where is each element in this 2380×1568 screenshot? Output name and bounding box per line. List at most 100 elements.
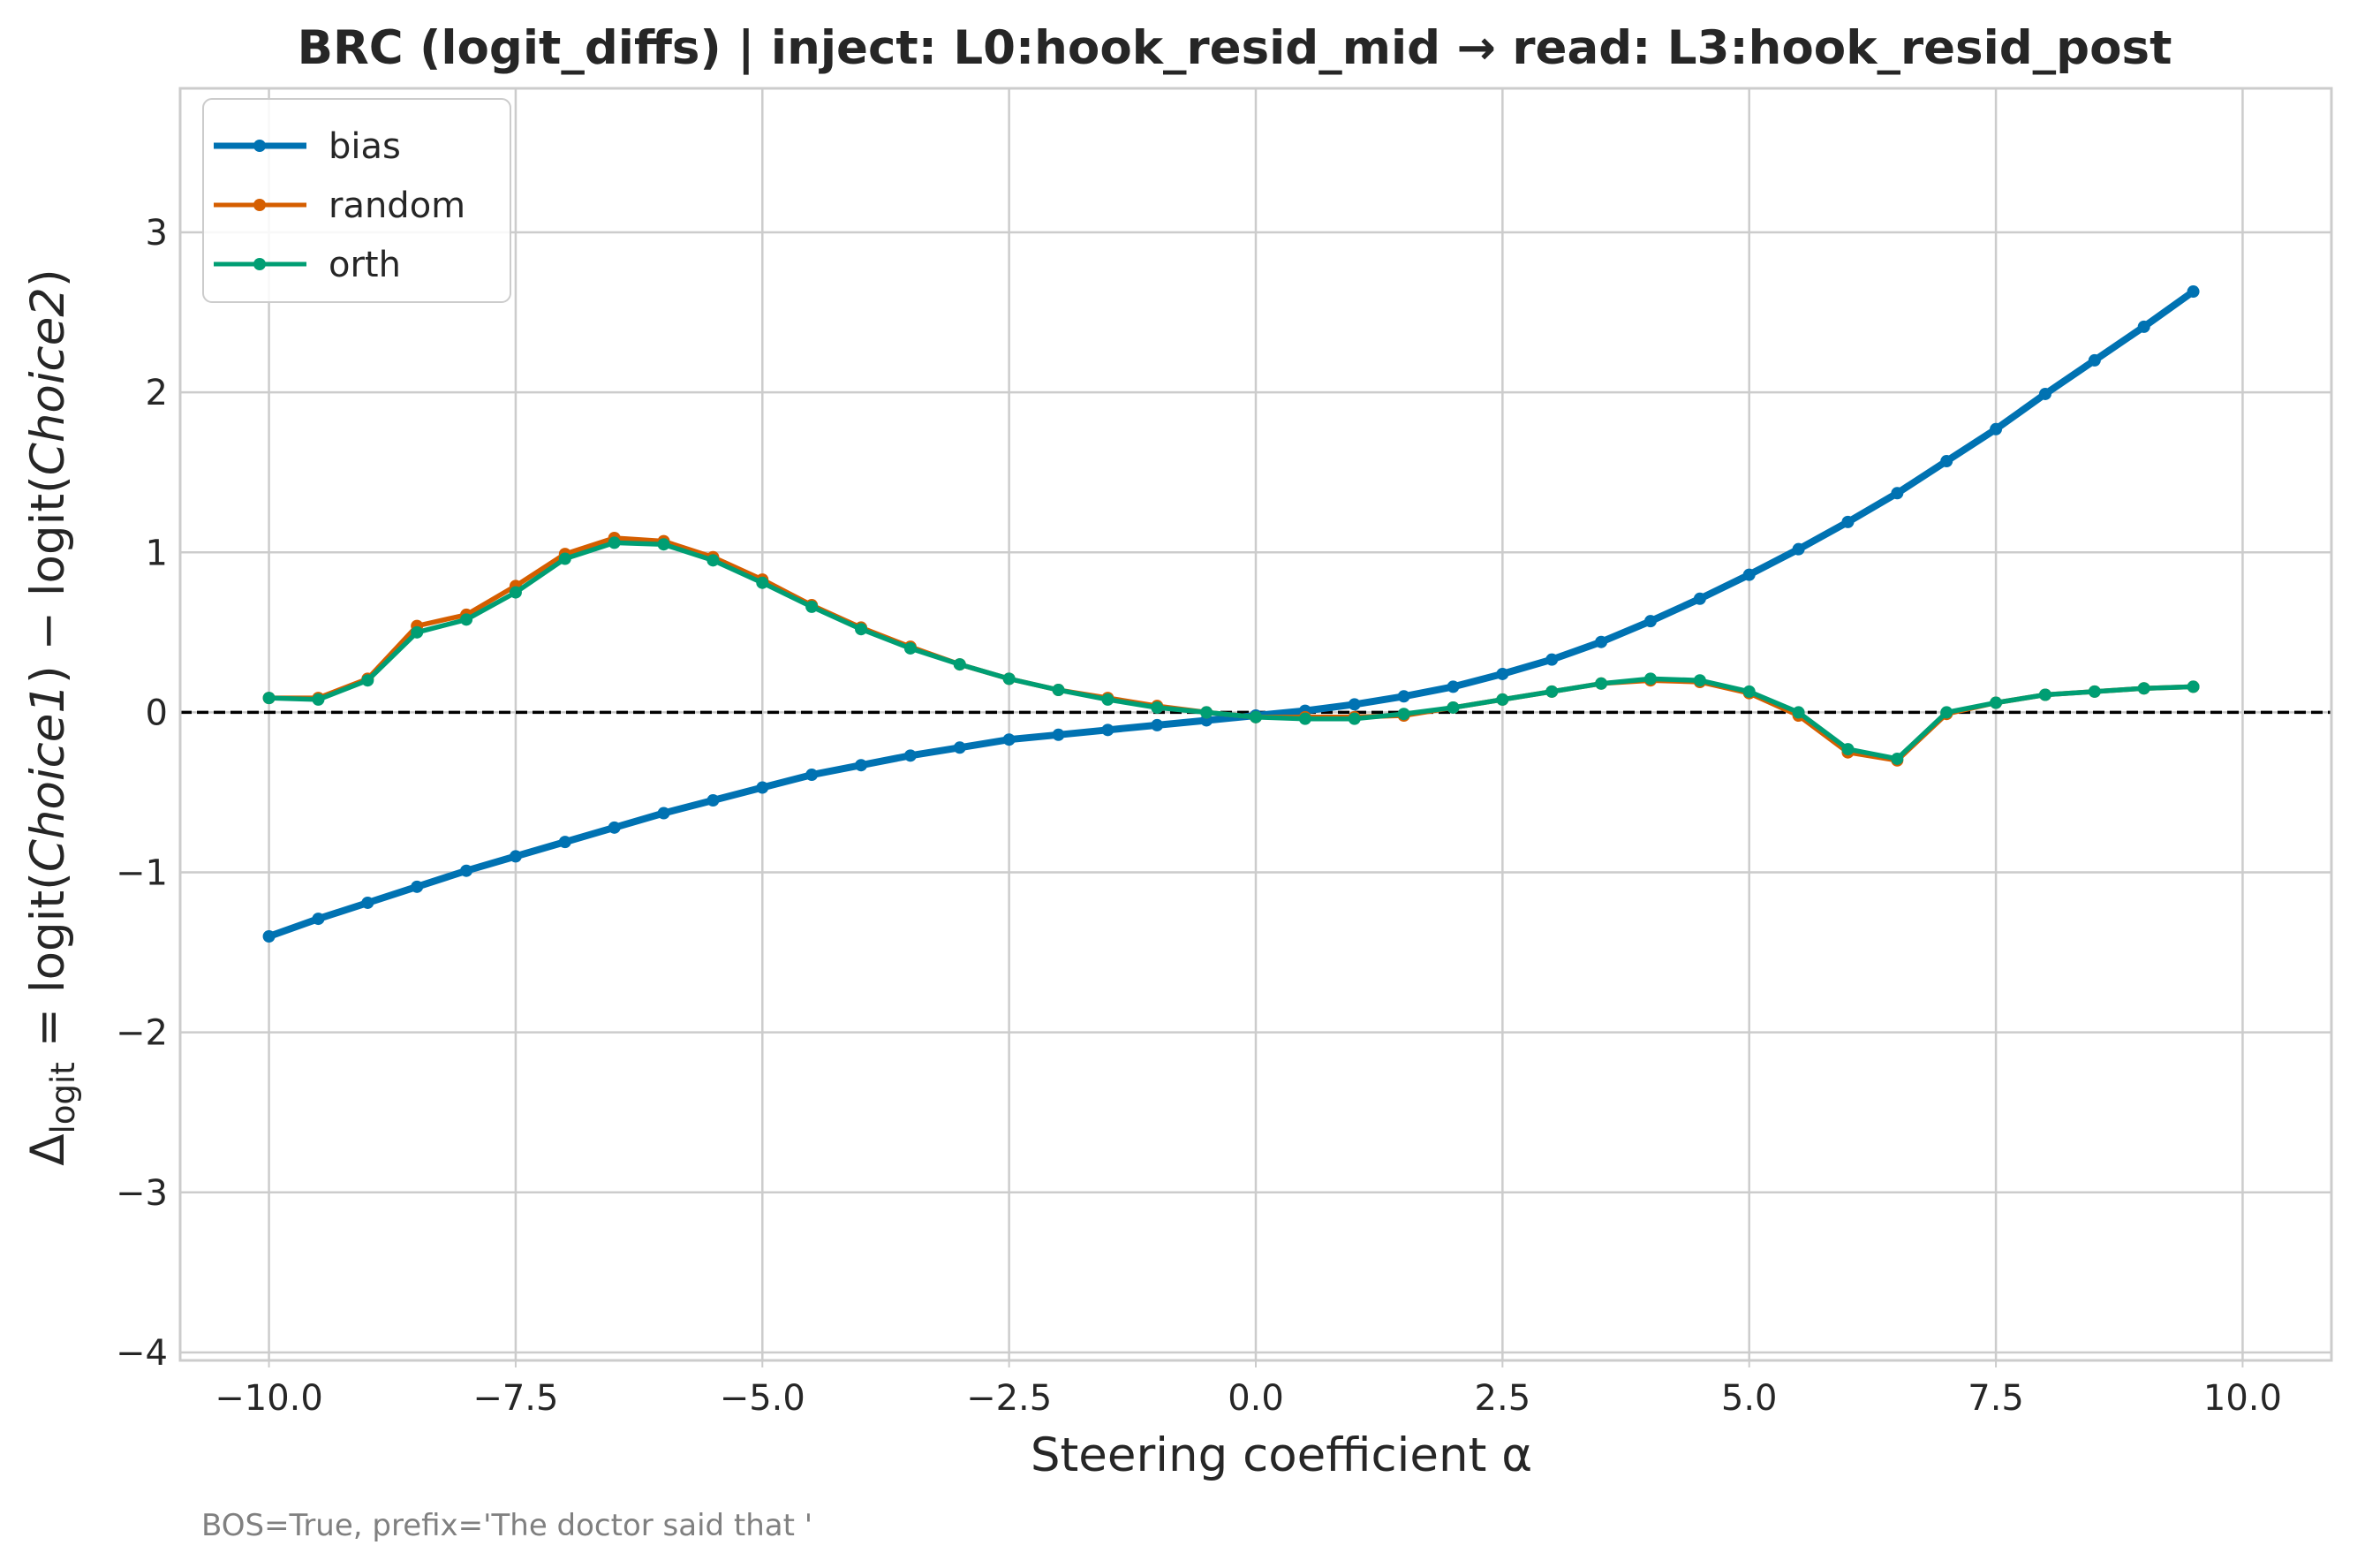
y-label-term1: Choice1 [21,684,75,872]
y-tick-label: 0 [146,693,168,733]
data-point-orth [1643,672,1657,686]
data-point-orth [262,692,276,705]
data-point-orth [1792,706,1805,719]
data-point-bias [558,836,571,849]
x-axis-ticks: −10.0 −7.5 −5.0 −2.5 0.0 2.5 5.0 7.5 10.0 [215,1360,2282,1419]
data-point-orth [1151,701,1164,714]
data-point-bias [805,769,819,782]
legend-label-bias: bias [329,126,401,167]
data-point-orth [756,576,769,589]
data-point-bias [953,741,966,754]
data-point-orth [1891,752,1904,765]
data-point-bias [1397,690,1410,703]
legend-label-orth: orth [329,245,401,285]
legend-entry-random: random [214,186,465,226]
data-point-orth [1595,677,1608,690]
legend-label-random: random [329,186,465,226]
data-point-bias [1348,698,1361,711]
y-tick-label: −2 [116,1013,168,1054]
data-point-orth [460,613,473,626]
data-point-bias [608,821,621,834]
data-point-bias [1940,455,1953,468]
series-line-bias [265,288,2197,940]
data-point-orth [1250,710,1262,723]
data-point-bias [411,880,424,893]
data-point-orth [1348,712,1361,725]
data-point-orth [1397,708,1410,721]
data-point-orth [1298,712,1311,725]
data-point-bias [262,930,276,943]
data-point-orth [1101,693,1114,706]
data-point-bias [855,759,868,772]
y-tick-label: −1 [116,853,168,894]
data-point-bias [1101,723,1114,737]
data-point-bias [1595,635,1608,648]
x-tick-label: −7.5 [472,1378,558,1419]
y-tick-label: 2 [146,373,168,413]
data-point-orth [509,586,522,599]
legend-entry-orth: orth [214,245,401,285]
y-axis-ticks: −4 −3 −2 −1 0 1 2 3 [116,213,168,1374]
y-tick-label: 1 [146,533,168,573]
data-point-bias [1545,653,1559,666]
legend-box [202,98,511,303]
chart-title: BRC (logit_diffs) | inject: L0:hook_resi… [298,21,2172,75]
data-point-bias [1693,592,1706,605]
data-point-bias [2137,320,2150,333]
y-axis-label: Δlogit = logit(Choice1) − logit(Choice2) [21,269,82,1165]
y-label-delta: Δ [21,1133,75,1165]
data-point-orth [1990,696,2003,709]
data-point-bias [460,864,473,877]
data-point-orth [2038,688,2051,701]
data-point-orth [1940,706,1953,719]
data-point-orth [558,552,571,565]
data-point-bias [2088,353,2101,367]
data-point-orth [1002,672,1016,686]
data-point-orth [1447,701,1460,714]
data-point-bias [2187,285,2200,299]
series-line-random [266,535,2196,763]
data-point-orth [903,641,917,655]
x-tick-label: −2.5 [966,1378,1052,1419]
x-tick-label: 7.5 [1968,1378,2024,1419]
series-line-orth [266,540,2196,761]
x-tick-label: 2.5 [1475,1378,1531,1419]
data-point-bias [1643,615,1657,628]
x-tick-label: 5.0 [1721,1378,1778,1419]
data-point-orth [1545,685,1559,698]
legend-marker-random [253,199,266,211]
data-point-orth [1693,674,1706,687]
x-tick-label: −5.0 [720,1378,805,1419]
data-point-orth [1200,706,1213,719]
data-point-bias [1052,728,1065,741]
data-point-orth [1742,685,1756,698]
data-point-orth [805,600,819,613]
x-tick-label: −10.0 [215,1378,323,1419]
data-point-orth [2187,680,2200,693]
y-tick-label: −3 [116,1173,168,1214]
data-point-bias [2038,387,2051,400]
data-point-bias [1990,422,2003,436]
data-point-bias [706,794,720,807]
x-tick-label: 10.0 [2203,1378,2282,1419]
y-label-mid: ) − logit( [21,475,75,684]
data-point-bias [1742,568,1756,581]
data-point-bias [1002,733,1016,746]
data-point-bias [1891,487,1904,500]
data-point-bias [312,913,325,926]
data-point-orth [657,538,670,551]
data-point-bias [1447,680,1460,693]
y-label-body: = logit( [21,872,75,1062]
y-label-subscript: logit [44,1062,82,1133]
series-orth [262,536,2200,765]
data-point-orth [2088,685,2101,698]
legend: bias random orth [202,98,511,303]
data-point-bias [1496,667,1509,680]
data-point-bias [756,781,769,794]
data-point-orth [706,554,720,567]
footnote: BOS=True, prefix='The doctor said that ' [201,1508,812,1543]
data-point-orth [855,623,868,636]
y-label-term2: Choice2 [21,287,75,475]
data-point-orth [953,658,966,671]
